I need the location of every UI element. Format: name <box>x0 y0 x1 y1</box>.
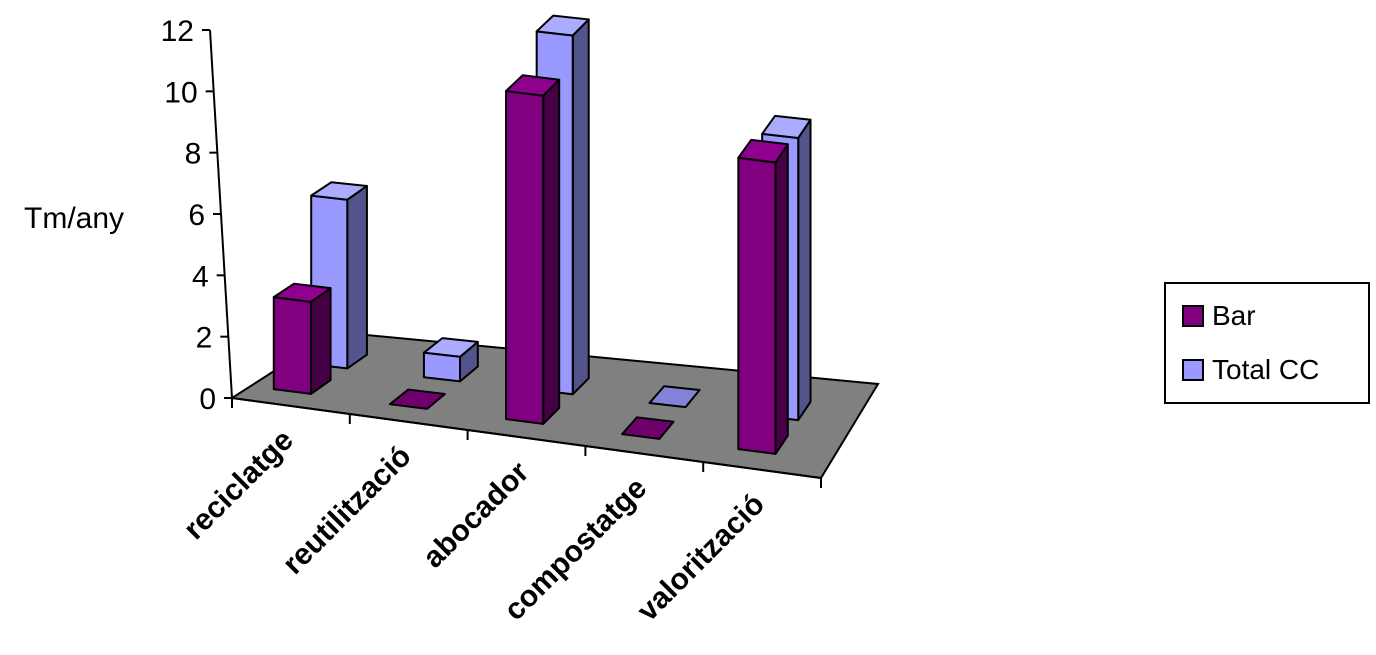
bar-front-face <box>272 296 312 395</box>
bar-side-face <box>309 287 332 395</box>
y-axis-label: Tm/any <box>24 202 124 235</box>
x-tick-label: abocador <box>417 455 536 574</box>
bar-side-face <box>797 118 812 422</box>
x-tick-label: reutilització <box>276 440 417 581</box>
bar-top-face <box>505 74 561 97</box>
legend-item-total-cc: Total CC <box>1182 350 1319 390</box>
legend-item-bar: Bar <box>1182 296 1256 336</box>
chart-legend: Bar Total CC <box>1164 282 1370 404</box>
y-tick-label: 0 <box>199 383 216 416</box>
bar-side-face <box>542 78 561 425</box>
bars-group <box>272 14 812 455</box>
bar-top-face <box>737 138 789 164</box>
y-tick-label: 8 <box>185 138 202 171</box>
bar-top-face <box>388 388 446 410</box>
bar-bar-2 <box>505 74 561 425</box>
y-axis-ticks: 0 2 4 6 8 10 12 <box>161 15 232 416</box>
bar-top-face <box>422 337 479 358</box>
bar-bar-1 <box>388 388 446 410</box>
bar-total-cc-1 <box>422 337 479 383</box>
bar-total-cc-0 <box>310 181 368 370</box>
bar-top-face <box>621 416 675 440</box>
x-tick-label: reciclatge <box>177 424 299 546</box>
y-tick-label: 4 <box>192 260 209 293</box>
bar-top-face <box>310 181 368 201</box>
bar-top-face <box>761 114 812 139</box>
bar-front-face <box>737 156 777 455</box>
x-tick-label: valorització <box>631 488 771 628</box>
bar-bar-4 <box>737 138 789 455</box>
bar-top-face <box>648 385 701 409</box>
bar-top-face <box>535 14 590 37</box>
legend-swatch-total-cc <box>1182 359 1204 381</box>
bar-side-face <box>571 18 590 396</box>
bar-bar-3 <box>621 416 675 440</box>
bar-side-face <box>774 143 789 455</box>
legend-label-bar: Bar <box>1212 300 1256 331</box>
y-tick-label: 12 <box>161 15 194 48</box>
y-tick-label: 2 <box>196 322 213 355</box>
x-tick-label: compostatge <box>498 472 653 627</box>
x-axis-line <box>231 397 822 479</box>
legend-label-total-cc: Total CC <box>1212 354 1320 385</box>
bar-front-face <box>505 89 545 425</box>
bar-bar-0 <box>272 282 332 395</box>
bar-total-cc-3 <box>648 385 701 409</box>
y-tick-label: 10 <box>164 76 197 109</box>
y-tick-label: 6 <box>188 199 205 232</box>
legend-swatch-bar <box>1182 305 1204 327</box>
bar-top-face <box>272 282 332 303</box>
bar-side-face <box>346 184 368 370</box>
